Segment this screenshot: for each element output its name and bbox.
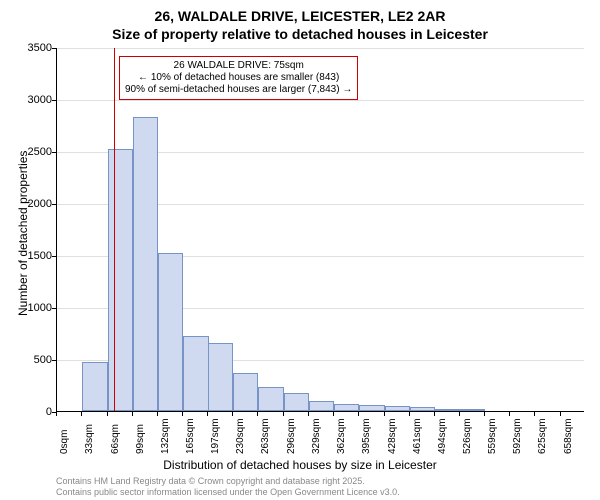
x-tick-label: 296sqm (286, 418, 297, 454)
y-tick-label: 500 (8, 354, 52, 366)
x-tick-label: 461sqm (412, 418, 423, 454)
x-tick (484, 412, 485, 416)
y-tick (52, 152, 56, 153)
x-tick (232, 412, 233, 416)
histogram-bar (334, 404, 359, 411)
histogram-bar (359, 405, 384, 411)
y-tick (52, 360, 56, 361)
x-tick-label: 165sqm (185, 418, 196, 454)
y-tick-label: 1500 (8, 250, 52, 262)
y-tick (52, 204, 56, 205)
x-tick (358, 412, 359, 416)
histogram-bar (82, 362, 107, 411)
x-tick-label: 263sqm (260, 418, 271, 454)
histogram-bar (258, 387, 283, 411)
histogram-bar (385, 406, 410, 411)
footnote-line1: Contains HM Land Registry data © Crown c… (56, 476, 365, 486)
histogram-bar (284, 393, 309, 411)
histogram-bar (410, 407, 435, 411)
x-tick (509, 412, 510, 416)
y-tick-label: 2500 (8, 146, 52, 158)
x-tick (534, 412, 535, 416)
chart-title-main: 26, WALDALE DRIVE, LEICESTER, LE2 2AR (0, 8, 600, 26)
x-tick-label: 559sqm (487, 418, 498, 454)
annotation-box: 26 WALDALE DRIVE: 75sqm← 10% of detached… (119, 56, 358, 100)
x-tick (409, 412, 410, 416)
chart-title-sub: Size of property relative to detached ho… (0, 26, 600, 44)
y-axis-label: Number of detached properties (16, 151, 30, 316)
annotation-line2: ← 10% of detached houses are smaller (84… (125, 72, 352, 84)
x-tick (308, 412, 309, 416)
y-tick-label: 2000 (8, 198, 52, 210)
histogram-bar (208, 343, 233, 411)
x-tick (333, 412, 334, 416)
chart-container: 26, WALDALE DRIVE, LEICESTER, LE2 2AR Si… (0, 0, 600, 500)
histogram-bar (309, 401, 334, 411)
gridline (57, 48, 584, 49)
x-tick-label: 132sqm (160, 418, 171, 454)
x-tick-label: 197sqm (210, 418, 221, 454)
y-tick (52, 100, 56, 101)
y-tick-label: 3500 (8, 42, 52, 54)
x-tick-label: 395sqm (361, 418, 372, 454)
x-tick-label: 329sqm (311, 418, 322, 454)
x-tick-label: 362sqm (336, 418, 347, 454)
x-tick (257, 412, 258, 416)
x-tick (81, 412, 82, 416)
x-tick-label: 99sqm (135, 424, 146, 454)
x-tick-label: 494sqm (437, 418, 448, 454)
x-tick (459, 412, 460, 416)
y-tick-label: 3000 (8, 94, 52, 106)
annotation-line1: 26 WALDALE DRIVE: 75sqm (125, 60, 352, 72)
x-tick (132, 412, 133, 416)
x-tick-label: 66sqm (110, 424, 121, 454)
x-tick-label: 33sqm (84, 424, 95, 454)
histogram-bar (108, 149, 133, 411)
histogram-bar (158, 253, 183, 411)
y-tick-label: 0 (8, 406, 52, 418)
x-tick (560, 412, 561, 416)
y-tick (52, 308, 56, 309)
x-tick-label: 526sqm (462, 418, 473, 454)
x-tick (56, 412, 57, 416)
x-tick-label: 625sqm (537, 418, 548, 454)
histogram-bar (183, 336, 208, 411)
x-tick (157, 412, 158, 416)
y-tick-label: 1000 (8, 302, 52, 314)
histogram-bar (233, 373, 258, 411)
histogram-bar (435, 409, 460, 411)
x-tick (434, 412, 435, 416)
histogram-bar (133, 117, 158, 411)
x-tick-label: 428sqm (387, 418, 398, 454)
x-tick-label: 230sqm (235, 418, 246, 454)
x-tick-label: 592sqm (512, 418, 523, 454)
x-tick (182, 412, 183, 416)
y-tick (52, 48, 56, 49)
x-tick-label: 658sqm (563, 418, 574, 454)
x-axis-label: Distribution of detached houses by size … (0, 458, 600, 472)
x-tick (107, 412, 108, 416)
histogram-bar (460, 409, 485, 411)
x-tick (283, 412, 284, 416)
annotation-line3: 90% of semi-detached houses are larger (… (125, 84, 352, 96)
y-tick (52, 256, 56, 257)
gridline (57, 100, 584, 101)
reference-line (114, 48, 115, 411)
x-tick (207, 412, 208, 416)
x-tick (384, 412, 385, 416)
x-tick-label: 0sqm (59, 430, 70, 454)
plot-area: 26 WALDALE DRIVE: 75sqm← 10% of detached… (56, 48, 584, 412)
footnote-line2: Contains public sector information licen… (56, 487, 400, 497)
